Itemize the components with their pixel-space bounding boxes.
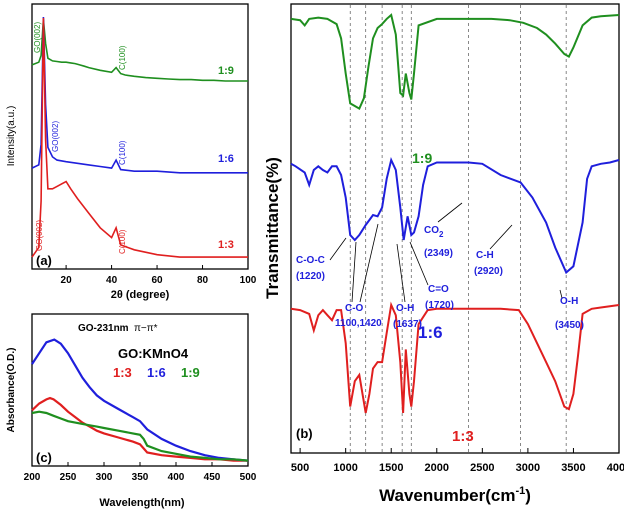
c-xtick-label-450: 450 xyxy=(204,472,221,483)
panel-a-peak-c-label-1-9: C(100) xyxy=(118,45,127,70)
panel-c-transition-label: π−π* xyxy=(134,323,158,334)
panel-b: 500 1000 1500 2000 2500 3000 3500 4000 (b) Tran… xyxy=(263,3,624,505)
ftir-line-1-9 xyxy=(290,13,620,111)
panel-c-peak-label: GO-231nm xyxy=(78,323,129,334)
arrow-co-1 xyxy=(351,241,357,303)
panel-b-xlabel-sup: -1 xyxy=(515,485,525,497)
arrow-co2 xyxy=(437,202,463,223)
xrd-line-1-9 xyxy=(31,19,248,82)
panel-b-series xyxy=(290,13,620,414)
panel-c-title: GO:KMnO4 xyxy=(118,346,189,361)
panel-a: 20 40 60 80 100 (a) 2θ (degree) Intensity(a.… xyxy=(6,3,257,301)
ann-co2-sub: 2 xyxy=(439,230,444,239)
arrow-oh1 xyxy=(396,243,406,303)
ftir-line-1-3 xyxy=(290,301,620,414)
panel-b-frame xyxy=(290,3,620,454)
panel-b-ticks: 500 1000 1500 2000 2500 3000 3500 4000 xyxy=(291,448,624,474)
c-xtick-label-250: 250 xyxy=(60,472,77,483)
uv-line-1-6 xyxy=(31,338,249,462)
a-xtick-label-20: 20 xyxy=(61,275,73,286)
arrow-co-2 xyxy=(359,223,379,303)
panel-c-legend-1-6: 1:6 xyxy=(147,365,166,380)
b-xtick-label-3000: 3000 xyxy=(516,462,540,474)
ann-ch: C-H xyxy=(476,250,494,261)
ann-co2-val: (2349) xyxy=(424,248,453,259)
c-xtick-label-200: 200 xyxy=(24,472,41,483)
a-xtick-label-80: 80 xyxy=(197,275,209,286)
panel-c-series xyxy=(31,338,249,462)
panel-b-ylabel: Transmittance(%) xyxy=(263,157,282,299)
b-xtick-label-2000: 2000 xyxy=(425,462,449,474)
uv-line-1-9 xyxy=(31,410,249,462)
panel-a-peak-c-label-1-3: C(100) xyxy=(118,229,127,254)
panel-c-ylabel: Absorbance(O.D.) xyxy=(6,347,17,432)
panel-b-xlabel-main: Wavenumber(cm xyxy=(379,486,515,505)
ann-ch-val: (2920) xyxy=(474,266,503,277)
b-xtick-label-2500: 2500 xyxy=(470,462,494,474)
c-xtick-label-400: 400 xyxy=(168,472,185,483)
c-xtick-label-300: 300 xyxy=(96,472,113,483)
panel-b-xlabel: Wavenumber(cm-1) xyxy=(379,485,531,505)
panel-c-xlabel: Wavelength(nm) xyxy=(99,497,184,509)
panel-a-ylabel: Intensity(a.u.) xyxy=(6,106,17,167)
panel-a-peak-label-1-3: GO(002) xyxy=(35,220,44,251)
panel-c-ticks: 200 250 300 350 400 450 500 xyxy=(24,462,257,483)
panel-c-legend-1-9: 1:9 xyxy=(181,365,200,380)
b-xtick-label-1500: 1500 xyxy=(379,462,403,474)
panel-b-xlabel-close: ) xyxy=(525,486,531,505)
arrow-ceo xyxy=(409,241,429,286)
panel-a-series-label-1-3: 1:3 xyxy=(218,239,234,251)
ann-coc: C-O-C xyxy=(296,255,325,266)
panel-b-annotation-arrows xyxy=(329,202,563,303)
ann-co-val: 1100,1420 xyxy=(335,318,382,329)
ann-co2: CO2 xyxy=(424,225,444,239)
panel-a-label: (a) xyxy=(36,253,52,268)
ann-oh1: O-H xyxy=(396,303,414,314)
b-xtick-label-1000: 1000 xyxy=(333,462,357,474)
panel-a-peak-c-label-1-6: C(100) xyxy=(118,140,127,165)
ann-oh1-val: (1637) xyxy=(393,319,422,330)
b-xtick-label-500: 500 xyxy=(291,462,309,474)
ftir-line-1-6 xyxy=(290,156,620,275)
uv-line-1-3 xyxy=(31,396,248,462)
arrow-ch xyxy=(489,224,513,250)
xrd-line-1-6 xyxy=(31,16,248,174)
panel-c-label: (c) xyxy=(36,450,52,465)
panel-b-series-label-1-9: 1:9 xyxy=(412,150,432,166)
ann-co: C-O xyxy=(345,303,364,314)
panel-a-series-label-1-6: 1:6 xyxy=(218,153,234,165)
ann-ceo: C=O xyxy=(428,284,449,295)
ann-co2-main: CO xyxy=(424,225,439,236)
b-xtick-label-4000: 4000 xyxy=(607,462,624,474)
b-xtick-label-3500: 3500 xyxy=(561,462,585,474)
xrd-line-1-3 xyxy=(31,17,248,258)
panel-a-series-label-1-9: 1:9 xyxy=(218,65,234,77)
c-xtick-label-350: 350 xyxy=(132,472,149,483)
panel-a-series xyxy=(31,16,248,258)
panel-a-peak-label-1-6: GO(002) xyxy=(51,121,60,152)
ann-oh2-val: (3450) xyxy=(555,320,584,331)
a-xtick-label-60: 60 xyxy=(151,275,163,286)
panel-b-label: (b) xyxy=(296,426,313,441)
arrow-oh2 xyxy=(559,289,563,299)
panel-a-ticks: 20 40 60 80 100 xyxy=(61,265,257,286)
a-xtick-label-40: 40 xyxy=(106,275,118,286)
panel-b-gridlines xyxy=(349,5,567,452)
ann-coc-val: (1220) xyxy=(296,271,325,282)
c-xtick-label-500: 500 xyxy=(240,472,257,483)
panel-b-series-label-1-3: 1:3 xyxy=(452,428,474,445)
panel-a-peak-label-1-9: GO(002) xyxy=(33,22,42,53)
panel-b-series-label-1-6: 1:6 xyxy=(418,323,443,342)
panel-b-annotations: C-O-C (1220) C-O 1100,1420 O-H (1637) C=… xyxy=(296,225,584,331)
panel-c-legend-1-3: 1:3 xyxy=(113,365,132,380)
panel-a-frame xyxy=(31,3,249,270)
arrow-coc xyxy=(329,237,347,261)
panel-a-xlabel: 2θ (degree) xyxy=(111,289,170,301)
ann-oh2: O-H xyxy=(560,296,578,307)
panel-c: 200 250 300 350 400 450 500 (c) Wavelength(nm)… xyxy=(6,313,257,509)
ann-ceo-val: (1720) xyxy=(425,300,454,311)
a-xtick-label-100: 100 xyxy=(240,275,257,286)
